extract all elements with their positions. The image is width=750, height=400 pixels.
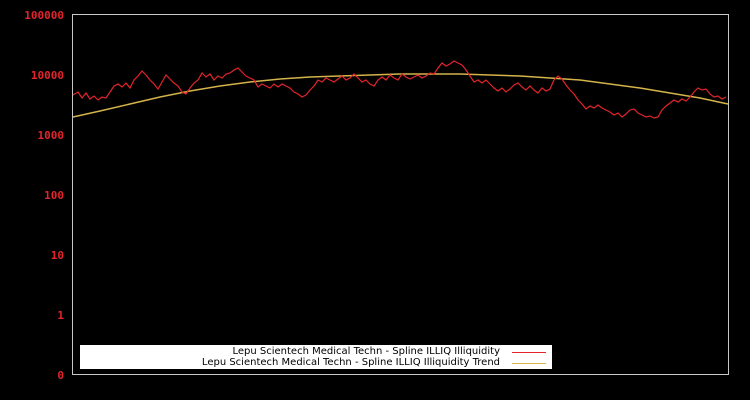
y-tick-label: 100000 — [24, 9, 64, 22]
illiquidity-line — [72, 60, 727, 119]
y-tick-label: 1000 — [37, 129, 65, 142]
legend-item-trend: Lepu Scientech Medical Techn - Spline IL… — [202, 357, 546, 369]
legend-item-illiquidity: Lepu Scientech Medical Techn - Spline IL… — [232, 346, 546, 358]
y-tick-label: 10 — [50, 249, 64, 262]
legend-swatch-red — [512, 351, 546, 353]
legend-label: Lepu Scientech Medical Techn - Spline IL… — [201, 357, 500, 368]
trend-line — [72, 73, 729, 118]
y-tick-label: 1 — [57, 309, 64, 322]
y-tick-label: 10000 — [30, 69, 64, 82]
plot-frame — [72, 14, 729, 375]
y-tick-label: 0 — [57, 369, 64, 382]
legend-swatch-gold — [512, 362, 546, 364]
legend-label: Lepu Scientech Medical Techn - Spline IL… — [232, 346, 500, 357]
legend: Lepu Scientech Medical Techn - Spline IL… — [80, 345, 552, 369]
y-tick-label: 100 — [44, 189, 64, 202]
